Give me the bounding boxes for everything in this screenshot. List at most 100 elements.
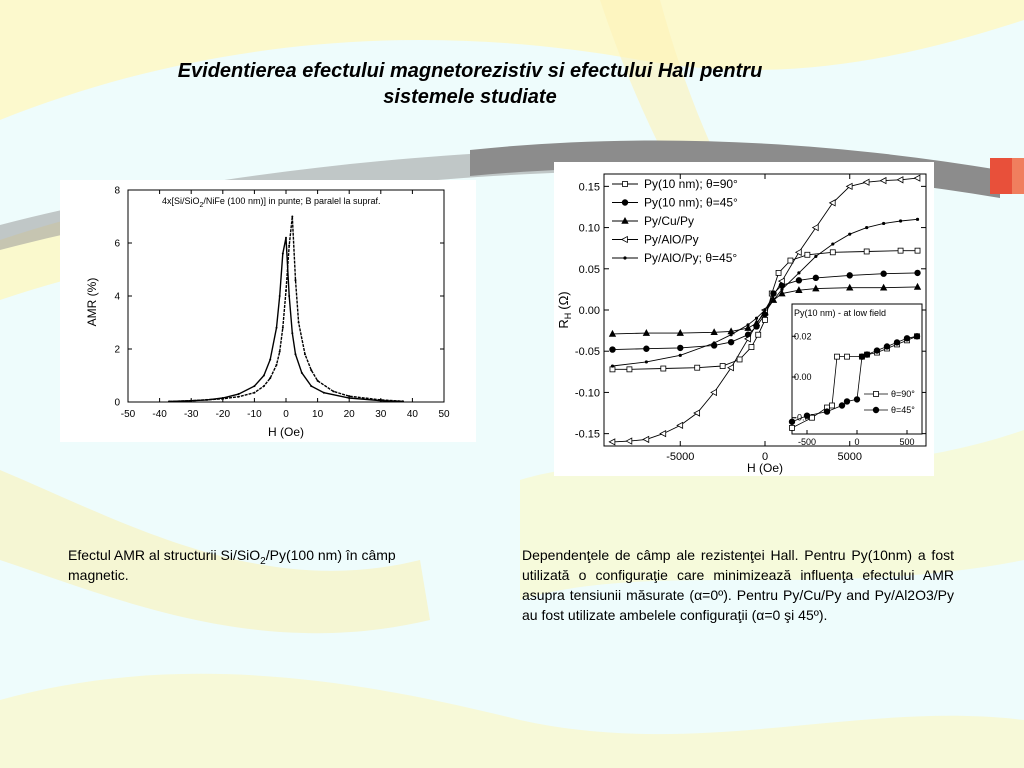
hall-data-point [748,344,755,350]
amr-data-point [278,350,281,353]
caption-hall: Dependenţele de câmp ale rezistenţei Hal… [522,547,954,623]
hall-data-point [797,271,801,275]
hall-data-point [775,270,782,276]
hall-y-tick-label: 0.10 [579,223,600,235]
hall-data-point [754,316,759,320]
hall-data-point [804,251,811,258]
amr-y-axis-label: AMR (%) [85,278,99,327]
inset-data-point [809,414,815,421]
hall-y-tick-label: 0.05 [579,264,600,276]
hall-data-point [642,329,651,336]
hall-data-point [828,199,836,207]
hall-data-point [846,272,853,279]
inset-data-point [803,412,811,419]
hall-x-tick-label: 0 [762,451,768,463]
hall-data-point [608,329,617,337]
inset-data-point [788,418,796,425]
hall-data-point [880,270,887,277]
inset-data-point [823,408,831,415]
amr-data-point [285,236,287,239]
amr-x-tick-label: 30 [375,409,387,420]
inset-data-point [789,424,795,431]
amr-data-point [288,295,291,297]
inset-data-point [829,402,835,409]
amr-data-point [310,385,313,388]
amr-x-axis-label: H (Oe) [268,425,304,439]
inset-data-point [913,333,921,340]
hall-data-point [795,277,803,284]
legend-marker [622,181,628,187]
amr-data-point [303,353,306,356]
hall-data-point [736,356,743,363]
amr-y-tick-label: 0 [114,398,120,409]
hall-x-axis-label: H (Oe) [747,461,783,475]
amr-data-point [401,400,404,403]
hall-data-point [677,344,684,352]
hall-inset: Py(10 nm) - at low field -500 0 500 -0.02 0.… [788,303,923,447]
amr-data-point [262,385,265,388]
legend-marker [623,256,627,260]
amr-y-tick-label: 8 [114,186,120,197]
inset-data-point [863,351,871,358]
slide-title-line2: sistemele studiate [383,86,557,108]
hall-data-point [643,345,650,352]
legend-label: Py(10 nm); θ=45° [644,196,738,210]
hall-data-point [811,223,819,232]
hall-y-axis-label: RH(Ω) [556,291,573,328]
amr-data-point [310,369,313,372]
amr-data-point [253,391,256,394]
inset-data-point [883,343,891,350]
hall-data-point [693,409,701,417]
inset-data-point [873,347,881,354]
hall-data-point [882,221,886,226]
hall-data-point [752,319,761,326]
hall-data-point [778,289,786,297]
amr-data-point [269,358,272,361]
hall-data-point [729,333,733,337]
amr-annotation: 4x[Si/SiO2/NiFe (100 nm)] in punte; B pa… [162,196,381,209]
inset-data-point [903,335,911,342]
hall-chart-panel: -5000 0 5000 -0.15 -0.10 -0.05 0.00 0.05 0.10 0.1… [554,162,934,476]
hall-data-point [746,323,750,327]
amr-data-point [281,252,284,255]
legend-marker [620,235,628,244]
hall-data-point [719,363,726,369]
hall-data-point [814,254,818,259]
hall-data-point [862,178,870,186]
caption-amr-part2: /Py(100 nm) în câmp magnetic. [68,547,396,583]
amr-y-tick-label: 2 [114,345,120,356]
hall-data-point [710,328,718,336]
hall-data-point [848,232,852,236]
hall-data-point [863,248,870,255]
hall-data-point [846,283,854,291]
hall-data-point [777,277,785,285]
amr-data-point [316,379,319,382]
hall-data-point [727,338,735,346]
inset-y-tick-label: 0.02 [794,331,812,341]
hall-data-point [915,217,920,221]
hall-x-tick-label: -5000 [666,451,694,463]
hall-data-point [712,341,716,345]
hall-data-point [676,421,684,430]
amr-x-tick-label: -30 [184,409,199,420]
inset-data-point [834,353,840,360]
amr-x-tick-label: 50 [438,409,450,420]
amr-data-point [281,326,284,329]
inset-data-point [843,398,851,405]
amr-x-tick-label: 10 [312,409,324,420]
amr-data-point [168,400,171,403]
inset-legend-marker [872,406,880,414]
amr-data-point [294,279,297,282]
hall-data-point [609,346,616,353]
hall-data-point [659,429,667,438]
amr-x-tick-label: -10 [247,409,262,420]
amr-y-tick-label: 6 [114,239,120,250]
hall-data-point [865,225,869,230]
hall-series-line-5 [612,218,918,367]
amr-data-point [275,326,278,329]
hall-data-point [787,257,794,264]
hall-data-point [771,298,776,302]
legend-marker [621,199,629,206]
hall-chart: -5000 0 5000-0.15-0.10-0.050.000.050.100.1… [556,173,927,475]
legend-label: Py(10 nm); θ=90° [644,177,738,191]
